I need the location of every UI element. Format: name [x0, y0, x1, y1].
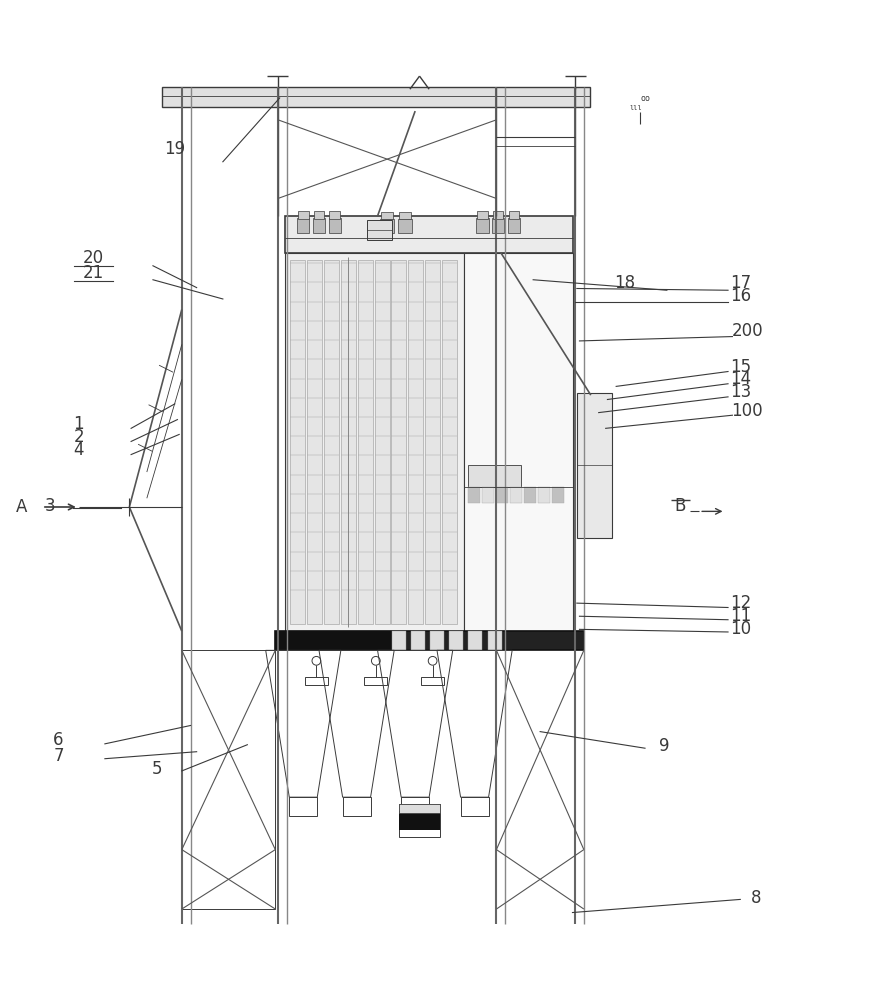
Bar — [324, 260, 339, 624]
Bar — [488, 631, 502, 650]
Bar — [552, 487, 564, 503]
Text: 10: 10 — [730, 620, 751, 638]
Bar — [411, 631, 425, 650]
Bar — [509, 211, 519, 219]
Text: 4: 4 — [73, 441, 84, 459]
Bar — [275, 631, 392, 650]
Bar — [538, 487, 550, 503]
Bar — [577, 393, 612, 538]
Bar — [493, 211, 503, 219]
Bar — [374, 260, 390, 624]
Bar — [289, 797, 317, 816]
Bar — [421, 677, 444, 685]
Bar — [314, 211, 324, 219]
Text: 20: 20 — [83, 249, 104, 267]
Bar — [392, 260, 406, 624]
Bar — [399, 804, 440, 813]
Bar — [357, 260, 373, 624]
Text: 100: 100 — [732, 402, 763, 420]
Bar — [364, 677, 387, 685]
Text: 13: 13 — [730, 383, 751, 401]
Bar — [468, 465, 521, 487]
Bar — [496, 487, 508, 503]
Bar — [482, 487, 494, 503]
Bar — [381, 212, 393, 219]
Bar — [425, 260, 440, 624]
Bar — [399, 804, 440, 837]
Bar — [329, 211, 340, 219]
Bar — [524, 487, 536, 503]
Bar — [341, 260, 356, 624]
Bar — [290, 260, 305, 624]
Bar — [492, 218, 504, 233]
Bar — [464, 253, 573, 631]
Text: 7: 7 — [53, 747, 64, 765]
Bar — [285, 253, 464, 631]
Text: 6: 6 — [53, 731, 64, 749]
Bar — [508, 218, 520, 233]
Text: 21: 21 — [83, 264, 104, 282]
Text: 8: 8 — [751, 889, 761, 907]
Bar — [298, 211, 309, 219]
Text: A: A — [16, 498, 28, 516]
Bar — [510, 487, 522, 503]
Bar — [399, 811, 440, 830]
Bar — [275, 631, 584, 650]
Bar — [477, 211, 488, 219]
Text: 19: 19 — [164, 140, 185, 158]
Text: oo: oo — [640, 94, 650, 103]
Text: 15: 15 — [730, 358, 751, 376]
Bar — [305, 677, 328, 685]
Bar — [449, 631, 463, 650]
Bar — [297, 218, 309, 233]
Bar — [461, 797, 489, 816]
Bar — [313, 218, 325, 233]
Text: B: B — [674, 497, 686, 515]
Text: 5: 5 — [152, 760, 163, 778]
Text: 200: 200 — [732, 322, 763, 340]
Bar — [307, 260, 323, 624]
Bar — [468, 631, 482, 650]
Bar — [398, 219, 412, 233]
Bar — [408, 260, 423, 624]
Text: 9: 9 — [659, 737, 669, 755]
Text: 2: 2 — [73, 428, 84, 446]
Bar — [401, 797, 429, 816]
Text: 18: 18 — [614, 274, 635, 292]
Bar — [399, 212, 411, 219]
Text: 11: 11 — [730, 607, 751, 625]
Bar — [468, 487, 480, 503]
Bar — [392, 631, 406, 650]
Text: 16: 16 — [730, 287, 751, 305]
Bar — [380, 219, 394, 233]
Bar — [329, 218, 341, 233]
Bar — [476, 218, 489, 233]
Bar — [442, 260, 457, 624]
Text: 3: 3 — [45, 497, 55, 515]
Bar — [162, 87, 590, 107]
Text: 1: 1 — [73, 415, 84, 433]
Text: 12: 12 — [730, 594, 751, 612]
Text: lll: lll — [630, 105, 642, 111]
Text: 17: 17 — [730, 274, 751, 292]
Text: 14: 14 — [730, 370, 751, 388]
Bar — [285, 216, 573, 253]
Bar — [430, 631, 444, 650]
Bar — [367, 220, 392, 240]
Bar — [343, 797, 371, 816]
